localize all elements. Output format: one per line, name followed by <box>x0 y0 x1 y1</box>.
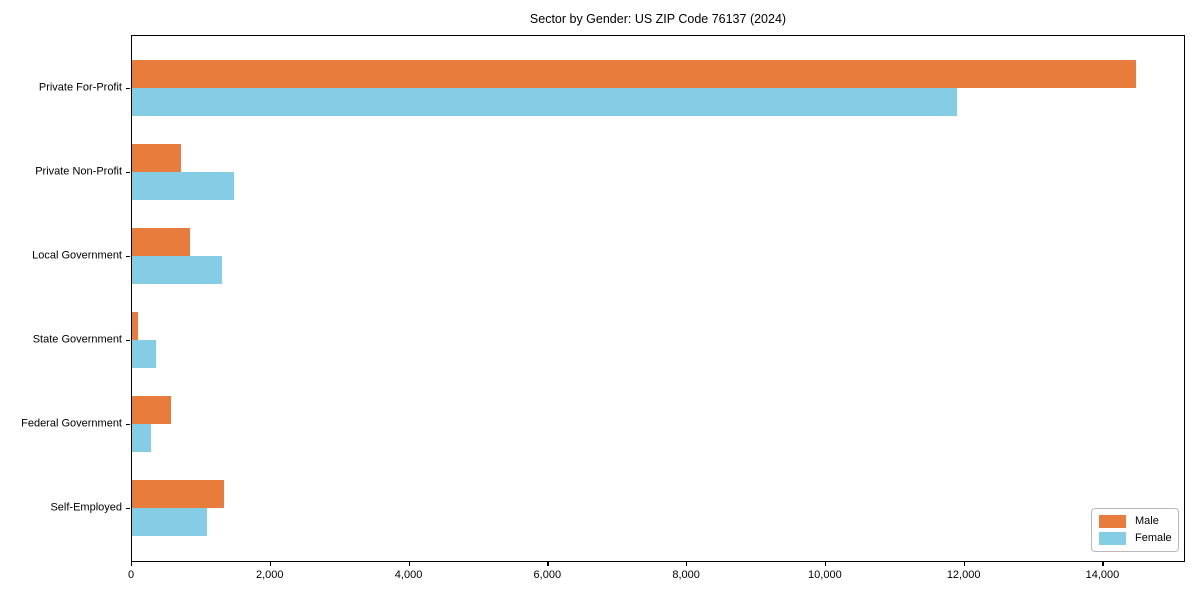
x-tick-label: 4,000 <box>394 569 423 581</box>
bar-female-self-employed <box>131 508 207 536</box>
x-axis-tick <box>824 562 827 566</box>
x-axis-tick <box>131 562 133 566</box>
x-tick-label: 0 <box>127 569 135 581</box>
legend-swatch-female-icon <box>1099 532 1126 545</box>
bar-female-federal-government <box>131 424 152 452</box>
y-axis-tick <box>126 255 130 257</box>
y-tick-label: Private For-Profit <box>38 81 122 94</box>
y-axis-tick <box>126 339 130 341</box>
y-axis-tick <box>126 423 130 425</box>
chart-title: Sector by Gender: US ZIP Code 76137 (202… <box>529 12 787 26</box>
y-tick-label: Self-Employed <box>50 501 122 514</box>
bar-male-private-for-profit <box>131 60 1136 88</box>
y-tick-label: Local Government <box>32 249 122 262</box>
x-axis-tick <box>408 562 410 566</box>
legend: Male Female <box>1091 508 1179 552</box>
x-tick-label: 8,000 <box>672 569 700 581</box>
x-axis-tick <box>686 562 688 566</box>
legend-item-female: Female <box>1099 532 1172 545</box>
legend-item-male: Male <box>1099 515 1170 528</box>
x-axis-tick <box>547 562 549 566</box>
y-axis-tick <box>126 171 130 173</box>
x-axis-tick <box>1102 562 1104 566</box>
bar-female-local-government <box>131 256 222 284</box>
bar-female-private-non-profit <box>131 172 235 200</box>
y-tick-label: Federal Government <box>21 417 122 430</box>
bar-female-private-for-profit <box>131 88 958 116</box>
y-tick-label: State Government <box>32 333 122 346</box>
x-tick-label: 14,000 <box>1085 569 1120 581</box>
y-axis-tick <box>126 507 130 509</box>
x-tick-label: 12,000 <box>946 569 981 581</box>
bar-male-self-employed <box>131 480 225 508</box>
legend-label-male: Male <box>1135 515 1159 527</box>
plot-area <box>131 35 1185 562</box>
bar-male-state-government <box>131 312 138 340</box>
x-tick-label: 10,000 <box>808 569 842 581</box>
bar-male-federal-government <box>131 396 172 424</box>
x-axis-tick <box>269 562 271 566</box>
y-tick-label: Private Non-Profit <box>35 165 122 178</box>
bar-female-state-government <box>131 340 157 368</box>
x-tick-label: 2,000 <box>256 569 284 581</box>
x-tick-label: 6,000 <box>533 569 562 581</box>
bar-male-private-non-profit <box>131 144 181 172</box>
y-axis-tick <box>126 87 130 89</box>
legend-swatch-male-icon <box>1099 515 1126 528</box>
x-axis-tick <box>963 562 965 566</box>
legend-label-female: Female <box>1135 532 1172 544</box>
bar-male-local-government <box>131 228 190 256</box>
